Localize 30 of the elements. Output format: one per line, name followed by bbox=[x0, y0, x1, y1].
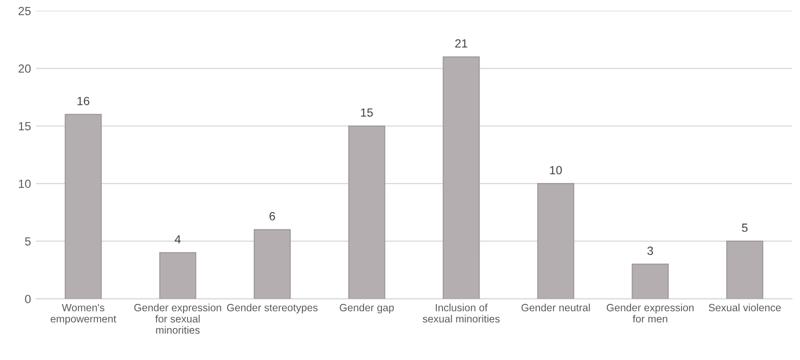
x-tick-label: Sexual violence bbox=[708, 304, 781, 312]
data-label: 10 bbox=[550, 166, 562, 174]
bar bbox=[537, 183, 574, 299]
x-tick-label: Women's empowerment bbox=[50, 304, 116, 325]
y-tick-label: 10 bbox=[18, 180, 31, 188]
bar bbox=[159, 252, 196, 299]
bar bbox=[726, 240, 764, 299]
bar bbox=[632, 264, 669, 299]
x-tick-label: Gender expression for men bbox=[606, 304, 694, 323]
y-tick-label: 15 bbox=[18, 122, 31, 130]
data-label: 6 bbox=[270, 212, 276, 220]
bar bbox=[442, 56, 480, 299]
bar bbox=[348, 125, 386, 299]
x-tick-label: Gender stereotypes bbox=[227, 304, 318, 314]
y-tick-label: 25 bbox=[18, 6, 31, 16]
x-tick-label: Gender gap bbox=[340, 304, 394, 314]
bar bbox=[254, 229, 291, 299]
data-label: 3 bbox=[647, 246, 654, 255]
data-label: 15 bbox=[361, 108, 373, 117]
y-tick-label: 0 bbox=[25, 294, 31, 304]
y-tick-label: 5 bbox=[25, 237, 31, 246]
x-tick-label: Gender expression for sexual minorities bbox=[134, 304, 222, 334]
data-label: 4 bbox=[174, 235, 181, 244]
x-tick-label: Inclusion of sexual minorities bbox=[422, 304, 500, 323]
bar bbox=[64, 114, 102, 299]
x-tick-label: Gender neutral bbox=[522, 304, 590, 312]
data-label: 16 bbox=[78, 96, 90, 106]
data-label: 21 bbox=[455, 39, 468, 48]
y-tick-label: 20 bbox=[18, 64, 31, 73]
data-label: 5 bbox=[742, 224, 748, 232]
